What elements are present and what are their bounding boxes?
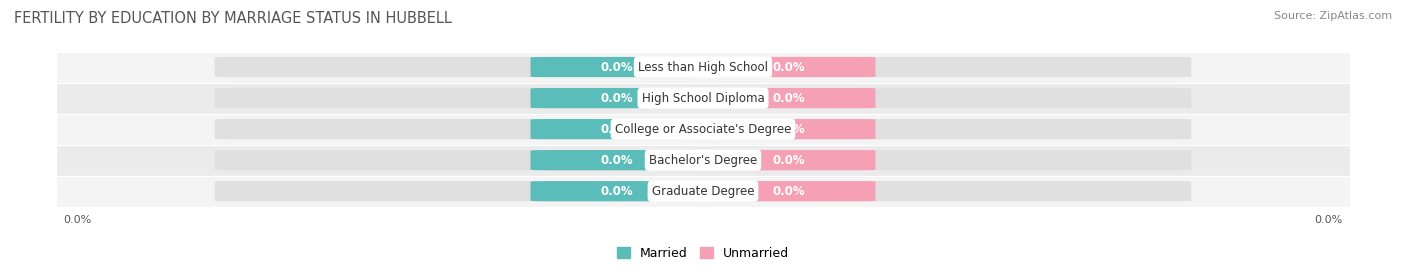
Text: 0.0%: 0.0% — [600, 185, 633, 198]
Bar — [56, 176, 1350, 207]
Text: Source: ZipAtlas.com: Source: ZipAtlas.com — [1274, 11, 1392, 21]
Bar — [56, 145, 1350, 176]
FancyBboxPatch shape — [530, 119, 703, 139]
Text: Bachelor's Degree: Bachelor's Degree — [650, 154, 756, 167]
Text: 0.0%: 0.0% — [600, 91, 633, 105]
FancyBboxPatch shape — [215, 181, 706, 201]
Text: Less than High School: Less than High School — [638, 61, 768, 73]
FancyBboxPatch shape — [215, 150, 706, 170]
FancyBboxPatch shape — [215, 57, 706, 77]
Text: High School Diploma: High School Diploma — [641, 91, 765, 105]
Text: 0.0%: 0.0% — [773, 61, 806, 73]
FancyBboxPatch shape — [530, 150, 703, 170]
Text: 0.0%: 0.0% — [773, 91, 806, 105]
Text: 0.0%: 0.0% — [600, 61, 633, 73]
FancyBboxPatch shape — [703, 88, 876, 108]
Legend: Married, Unmarried: Married, Unmarried — [612, 242, 794, 265]
FancyBboxPatch shape — [215, 119, 706, 139]
FancyBboxPatch shape — [530, 57, 703, 77]
Text: 0.0%: 0.0% — [773, 154, 806, 167]
Text: 0.0%: 0.0% — [773, 185, 806, 198]
FancyBboxPatch shape — [700, 150, 1191, 170]
Bar — [56, 52, 1350, 83]
Text: 0.0%: 0.0% — [773, 123, 806, 136]
Text: Graduate Degree: Graduate Degree — [652, 185, 754, 198]
FancyBboxPatch shape — [700, 57, 1191, 77]
FancyBboxPatch shape — [703, 150, 876, 170]
Bar — [56, 83, 1350, 114]
FancyBboxPatch shape — [700, 119, 1191, 139]
Text: FERTILITY BY EDUCATION BY MARRIAGE STATUS IN HUBBELL: FERTILITY BY EDUCATION BY MARRIAGE STATU… — [14, 11, 451, 26]
FancyBboxPatch shape — [530, 88, 703, 108]
FancyBboxPatch shape — [215, 88, 706, 108]
FancyBboxPatch shape — [703, 119, 876, 139]
FancyBboxPatch shape — [700, 181, 1191, 201]
Text: College or Associate's Degree: College or Associate's Degree — [614, 123, 792, 136]
FancyBboxPatch shape — [703, 57, 876, 77]
FancyBboxPatch shape — [530, 181, 703, 201]
Text: 0.0%: 0.0% — [600, 123, 633, 136]
Text: 0.0%: 0.0% — [600, 154, 633, 167]
Bar — [56, 114, 1350, 145]
FancyBboxPatch shape — [700, 88, 1191, 108]
FancyBboxPatch shape — [703, 181, 876, 201]
